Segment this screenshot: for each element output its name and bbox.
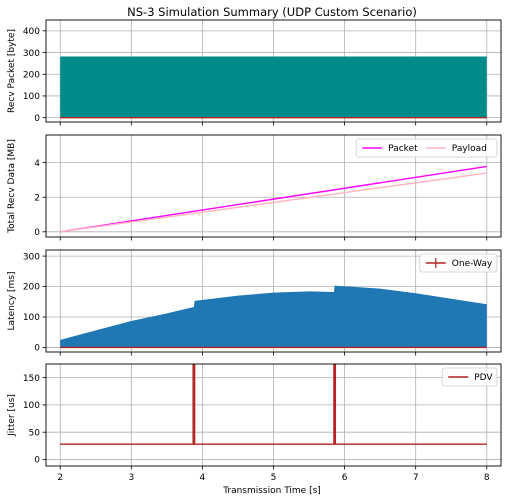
y-axis-label: Latency [ms]: [7, 272, 17, 331]
series-area-1: [60, 285, 487, 348]
y-tick-label: 300: [23, 252, 40, 262]
series-group: [60, 165, 487, 233]
panel-2: 0 2 4 Total Recv Data [MB] Packet Payload: [7, 134, 502, 241]
series-group: [60, 56, 487, 119]
y-axis-label: Recv Packet [byte]: [7, 29, 17, 113]
y-tick-label: 4: [34, 159, 40, 169]
y-tick-label: 0: [34, 344, 40, 354]
series-line-2: [60, 172, 487, 233]
legend-label: PDV: [474, 373, 493, 383]
y-tick-label: 2: [34, 193, 40, 203]
y-tick-label: 150: [23, 374, 40, 384]
legend-label: Payload: [452, 144, 487, 154]
y-tick-label: 200: [23, 70, 40, 80]
legend-label: Packet: [388, 144, 418, 154]
x-tick-label: 7: [413, 473, 419, 483]
series-area-1: [60, 56, 487, 118]
legend: Packet Payload: [355, 138, 498, 158]
series-group: [60, 285, 487, 349]
y-tick-label: 0: [34, 456, 40, 466]
y-tick-label: 300: [23, 49, 40, 59]
y-tick-label: 400: [23, 27, 40, 37]
x-tick-label: 6: [342, 473, 348, 483]
x-tick-label: 2: [57, 473, 63, 483]
y-tick-label: 200: [23, 283, 40, 293]
legend-box: [419, 253, 498, 273]
y-tick-label: 100: [23, 401, 40, 411]
y-tick-label: 100: [23, 313, 40, 323]
legend-label: One-Way: [452, 259, 493, 269]
panel-3: 0 100 200 300 Latency [ms] One-Way: [7, 249, 502, 356]
legend: One-Way: [419, 253, 498, 273]
panel-4: 0 50 100 150 2 3 4 5 6 7 8 Jitter [us] PDV: [7, 363, 502, 483]
series-line-1: [60, 364, 487, 445]
series-group: [60, 364, 487, 445]
series-line-1: [60, 165, 487, 233]
panel-1: 0 100 200 300 400 Recv Packet [byte]: [7, 19, 502, 126]
x-tick-label: 4: [200, 473, 206, 483]
x-tick-label: 5: [271, 473, 277, 483]
x-axis-label: Transmission Time [s]: [222, 486, 321, 496]
y-tick-label: 0: [34, 114, 40, 124]
legend: PDV: [441, 367, 498, 387]
y-tick-label: 50: [29, 428, 41, 438]
y-tick-label: 100: [23, 92, 40, 102]
y-tick-label: 0: [34, 228, 40, 238]
legend-box: [441, 367, 498, 387]
chart-title: NS-3 Simulation Summary (UDP Custom Scen…: [127, 5, 417, 19]
x-tick-label: 3: [128, 473, 134, 483]
y-axis-label: Jitter [us]: [7, 394, 17, 437]
y-axis-label: Total Recv Data [MB]: [7, 139, 17, 234]
x-tick-label: 8: [484, 473, 490, 483]
